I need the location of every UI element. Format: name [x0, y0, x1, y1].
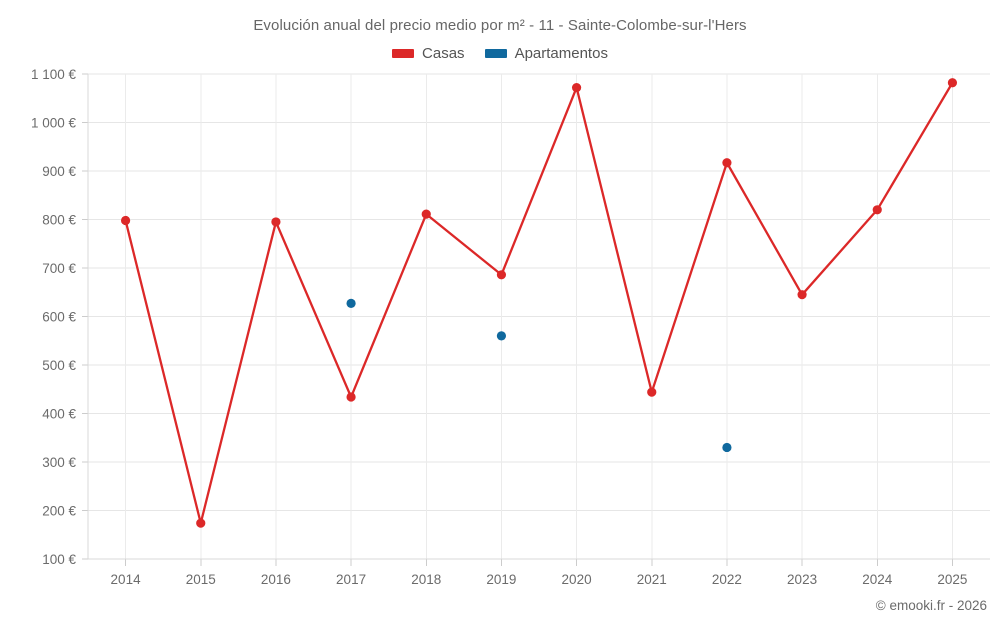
x-axis-tick-label: 2022	[712, 572, 742, 587]
data-point[interactable]	[346, 392, 356, 402]
y-axis-tick-label: 700 €	[42, 261, 76, 276]
data-point[interactable]	[120, 215, 131, 226]
data-point[interactable]	[947, 78, 958, 88]
data-point[interactable]	[271, 217, 281, 227]
data-point[interactable]	[647, 387, 657, 397]
data-point[interactable]	[496, 331, 507, 341]
legend-swatch-apartamentos	[484, 49, 507, 58]
legend-item-casas[interactable]: Casas	[392, 45, 465, 62]
y-axis-tick-label: 300 €	[42, 455, 76, 470]
series-line-0	[124, 81, 954, 525]
y-axis-tick-label: 1 100 €	[31, 67, 77, 82]
data-point[interactable]	[346, 298, 356, 308]
x-axis-tick-label: 2017	[336, 572, 366, 587]
data-point[interactable]	[571, 82, 582, 93]
x-axis-tick-label: 2024	[862, 572, 893, 587]
y-axis-tick-label: 400 €	[42, 407, 76, 422]
y-axis-tick-label: 800 €	[42, 213, 76, 228]
data-point[interactable]	[722, 158, 732, 168]
y-axis-tick-label: 900 €	[42, 164, 76, 179]
x-axis-tick-label: 2015	[186, 572, 216, 587]
chart-legend: Casas Apartamentos	[0, 45, 1000, 62]
x-axis-tick-label: 2018	[411, 572, 441, 587]
data-point[interactable]	[722, 442, 732, 453]
y-axis-tick-label: 200 €	[42, 504, 76, 519]
x-axis-tick-label: 2020	[562, 572, 592, 587]
chart-title: Evolución anual del precio medio por m² …	[253, 17, 747, 34]
y-axis-tick-label: 100 €	[42, 552, 76, 567]
data-point[interactable]	[196, 518, 206, 528]
y-axis-tick-label: 1 000 €	[31, 116, 77, 131]
x-axis-tick-label: 2025	[937, 572, 967, 587]
legend-label-casas: Casas	[422, 45, 465, 62]
x-axis-tick-label: 2016	[261, 572, 291, 587]
data-point[interactable]	[797, 290, 807, 300]
y-axis-tick-label: 600 €	[42, 310, 76, 325]
data-point[interactable]	[496, 270, 507, 280]
x-axis-tick-label: 2023	[787, 572, 817, 587]
x-axis-tick-label: 2021	[637, 572, 667, 587]
x-axis-tick-label: 2014	[111, 572, 142, 587]
y-axis-tick-label: 500 €	[42, 358, 76, 373]
x-axis-tick-label: 2019	[486, 572, 516, 587]
data-point[interactable]	[421, 209, 431, 219]
data-point[interactable]	[872, 205, 882, 215]
footer-credit: © emooki.fr - 2026	[875, 598, 987, 613]
legend-item-apartamentos[interactable]: Apartamentos	[484, 45, 608, 62]
legend-label-apartamentos: Apartamentos	[514, 45, 608, 62]
legend-swatch-casas	[392, 49, 415, 58]
